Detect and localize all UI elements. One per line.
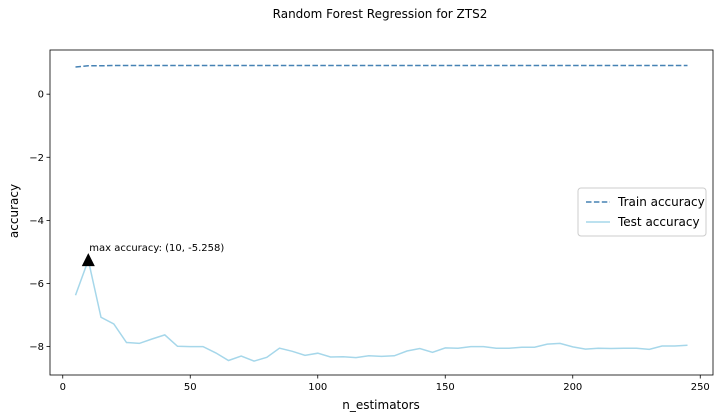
x-tick-label: 150 <box>436 382 455 393</box>
y-tick-label: −4 <box>29 216 44 227</box>
legend-box <box>577 187 707 237</box>
series-line-train <box>75 64 688 68</box>
legend-label: Test accuracy <box>617 215 700 229</box>
max-accuracy-annotation: max accuracy: (10, -5.258) <box>89 243 224 254</box>
chart-title: Random Forest Regression for ZTS2 <box>273 7 488 21</box>
x-tick-label: 0 <box>60 382 66 393</box>
y-tick-label: −8 <box>29 342 44 353</box>
x-tick-label: 250 <box>691 382 710 393</box>
y-tick-label: −6 <box>29 279 44 290</box>
x-tick-label: 200 <box>563 382 582 393</box>
x-tick-label: 50 <box>184 382 197 393</box>
y-tick-label: 0 <box>38 90 44 101</box>
max-accuracy-marker <box>81 253 95 267</box>
axes-frame <box>49 49 714 376</box>
legend-label: Train accuracy <box>617 195 705 209</box>
series-line-test <box>74 257 688 362</box>
y-tick-label: −2 <box>29 153 44 164</box>
x-tick-label: 100 <box>308 382 327 393</box>
x-axis-label: n_estimators <box>342 398 420 412</box>
y-axis-label: accuracy <box>7 184 21 238</box>
plot-area: 0 50 100 150 200 250 −8 −6 −4 −2 0 max accuracy: (1… <box>29 49 714 393</box>
